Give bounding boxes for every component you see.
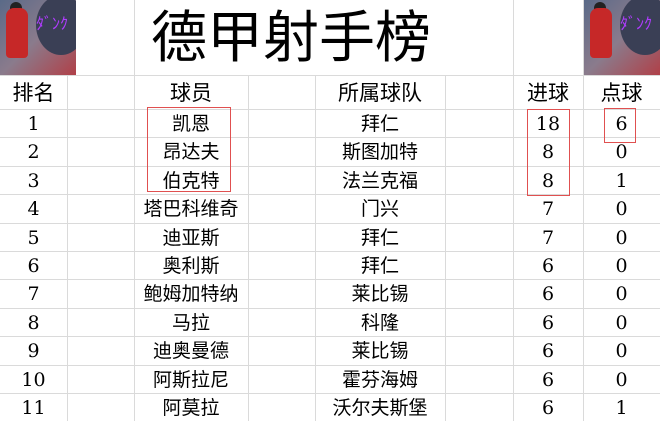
header-rank: 排名 <box>12 81 55 105</box>
cell-penalties: 0 <box>615 141 628 163</box>
cell-penalties: 0 <box>615 312 628 334</box>
cell-player: 塔巴科维奇 <box>143 198 239 220</box>
cell-player: 伯克特 <box>162 170 220 192</box>
cell-player: 鲍姆加特纳 <box>143 283 239 305</box>
cell-team: 斯图加特 <box>341 141 418 163</box>
cell-penalties: 0 <box>615 369 628 391</box>
grid-line <box>513 0 514 421</box>
cell-team: 拜仁 <box>360 227 399 249</box>
cell-rank: 4 <box>27 198 40 220</box>
cell-penalties: 1 <box>615 397 628 419</box>
cell-player: 凯恩 <box>171 113 210 135</box>
cell-team: 拜仁 <box>360 113 399 135</box>
anime-image-right: ﾀﾞﾝｸ <box>584 0 660 75</box>
cell-penalties: 1 <box>615 170 628 192</box>
cell-player: 迪奥曼德 <box>152 340 229 362</box>
grid-line <box>0 336 660 337</box>
cell-penalties: 0 <box>615 227 628 249</box>
highlight-box-penalty <box>604 108 636 143</box>
cell-rank: 10 <box>21 369 46 391</box>
grid-line <box>0 109 660 110</box>
cell-goals: 8 <box>541 170 555 192</box>
cell-goals: 6 <box>541 255 555 277</box>
header-goals: 进球 <box>527 81 569 105</box>
cell-team: 莱比锡 <box>351 340 409 362</box>
cell-goals: 8 <box>541 141 555 163</box>
cell-rank: 5 <box>27 227 40 249</box>
cell-player: 奥利斯 <box>162 255 220 277</box>
cell-goals: 6 <box>541 340 555 362</box>
header-player: 球员 <box>170 81 212 105</box>
grid-line <box>248 0 249 421</box>
cell-goals: 6 <box>541 397 555 419</box>
cell-rank: 2 <box>27 141 40 163</box>
cell-team: 莱比锡 <box>351 283 409 305</box>
cell-team: 门兴 <box>360 198 399 220</box>
cell-rank: 7 <box>27 283 40 305</box>
cell-penalties: 6 <box>615 113 628 135</box>
cell-rank: 8 <box>27 312 40 334</box>
cell-player: 阿莫拉 <box>162 397 220 419</box>
cell-team: 霍芬海姆 <box>341 369 418 391</box>
cell-rank: 6 <box>27 255 40 277</box>
grid-line <box>0 279 660 280</box>
header-penalties: 点球 <box>600 81 643 105</box>
cell-rank: 11 <box>21 397 46 419</box>
page-title: 德甲射手榜 <box>135 0 447 75</box>
grid-line <box>0 251 660 252</box>
grid-line <box>0 166 660 167</box>
cell-team: 法兰克福 <box>341 170 418 192</box>
cell-penalties: 0 <box>615 255 628 277</box>
anime-image-left: ﾀﾞﾝｸ <box>0 0 76 75</box>
cell-goals: 7 <box>541 198 555 220</box>
cell-goals: 6 <box>541 369 555 391</box>
cell-penalties: 0 <box>615 198 628 220</box>
highlight-box-goals <box>527 109 570 196</box>
cell-team: 拜仁 <box>360 255 399 277</box>
header-team: 所属球队 <box>338 81 422 105</box>
highlight-box-players <box>147 107 231 192</box>
grid-line <box>583 0 584 421</box>
grid-line <box>0 137 660 138</box>
grid-line <box>445 0 446 421</box>
cell-goals: 18 <box>535 113 561 135</box>
cell-team: 沃尔夫斯堡 <box>332 397 428 419</box>
cell-player: 昂达夫 <box>162 141 220 163</box>
grid-line <box>0 223 660 224</box>
cell-penalties: 0 <box>615 340 628 362</box>
cell-rank: 1 <box>27 113 40 135</box>
cell-team: 科隆 <box>360 312 399 334</box>
grid-line <box>0 365 660 366</box>
grid-line <box>315 0 316 421</box>
grid-line <box>67 0 68 421</box>
grid-line <box>0 75 660 76</box>
cell-rank: 9 <box>27 340 40 362</box>
grid-line <box>0 393 660 394</box>
grid-line <box>134 0 135 421</box>
cell-goals: 6 <box>541 312 555 334</box>
cell-goals: 6 <box>541 283 555 305</box>
grid-line <box>0 194 660 195</box>
cell-player: 迪亚斯 <box>162 227 220 249</box>
cell-player: 马拉 <box>171 312 210 334</box>
cell-goals: 7 <box>541 227 555 249</box>
grid-line <box>0 308 660 309</box>
cell-player: 阿斯拉尼 <box>152 369 229 391</box>
cell-rank: 3 <box>27 170 40 192</box>
cell-penalties: 0 <box>615 283 628 305</box>
